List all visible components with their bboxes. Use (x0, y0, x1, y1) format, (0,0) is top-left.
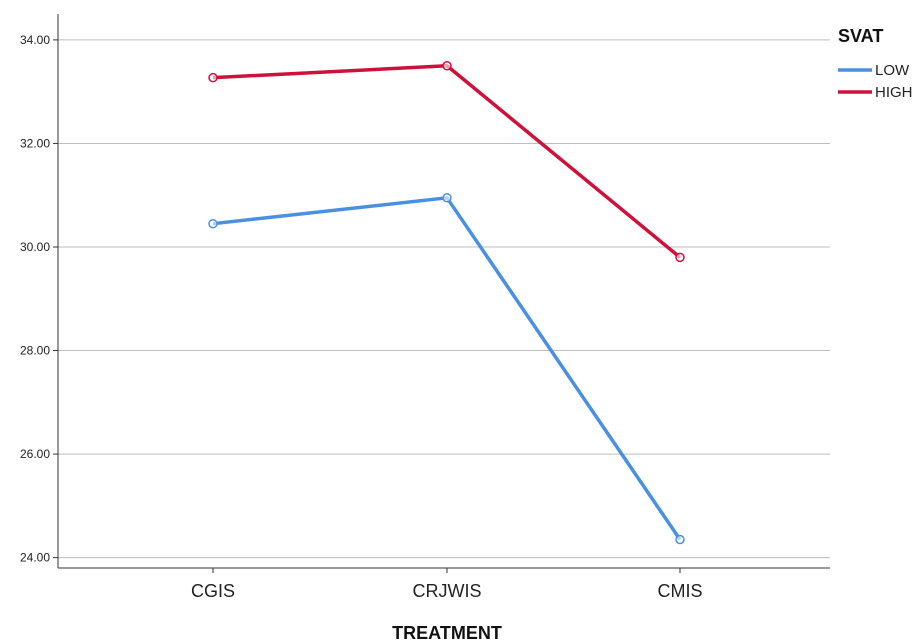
legend-label-low: LOW (875, 62, 910, 79)
series-lines (208, 61, 685, 545)
y-tick-label: 26.00 (20, 447, 50, 461)
data-point-high (442, 61, 452, 71)
y-axis-ticks: 24.00 26.00 28.00 30.00 32.00 34.00 (20, 33, 58, 565)
data-point-low (208, 218, 218, 229)
y-tick-label: 32.00 (20, 136, 50, 150)
y-tick-label: 30.00 (20, 240, 50, 254)
y-tick-label: 28.00 (20, 344, 50, 358)
series-line-high (212, 64, 682, 259)
data-point-high (675, 252, 685, 263)
x-tick-label: CMIS (658, 581, 703, 601)
x-axis-ticks: CGIS CRJWIS CMIS (191, 568, 703, 601)
x-tick-label: CGIS (191, 581, 235, 601)
legend-label-high: HIGH (875, 84, 913, 101)
data-point-low (675, 534, 685, 545)
legend-title: SVAT (838, 26, 883, 46)
y-tick-label: 24.00 (20, 551, 50, 565)
gridlines (58, 39, 830, 559)
y-tick-label: 34.00 (20, 33, 50, 47)
data-point-low (442, 193, 452, 203)
data-point-high (208, 72, 218, 83)
x-axis-title: TREATMENT (392, 623, 502, 643)
series-line-low (212, 196, 682, 541)
legend: SVAT LOW HIGH (838, 26, 913, 101)
x-tick-label: CRJWIS (413, 581, 482, 601)
